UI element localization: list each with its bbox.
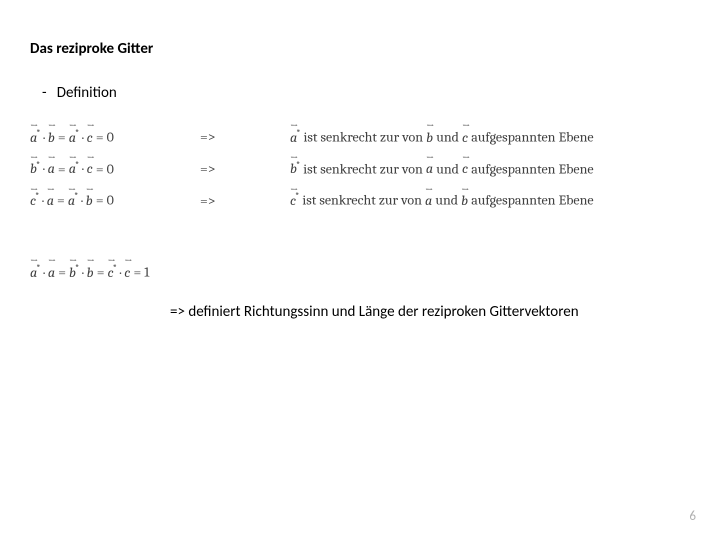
equation-row: a*·b = a*·c = 0 => a* ist senkrecht zur … bbox=[30, 128, 690, 146]
equation-lhs: a*·b = a*·c = 0 bbox=[30, 128, 200, 146]
equation-lhs: b*·a = a*·c = 0 bbox=[30, 160, 200, 178]
summary-line: => definiert Richtungssinn und Länge der… bbox=[170, 303, 690, 321]
equation-lhs: c*·a = a*·b = 0 bbox=[30, 191, 200, 209]
slide-title: Das reziproke Gitter bbox=[30, 40, 690, 58]
equation-explanation: a* ist senkrecht zur von b und c aufgesp… bbox=[290, 128, 690, 146]
implies-arrow: => bbox=[200, 192, 290, 209]
page-number: 6 bbox=[689, 509, 696, 524]
bullet-dash: - bbox=[42, 84, 47, 102]
equation-explanation: b* ist senkrecht zur von a und c aufgesp… bbox=[290, 160, 690, 178]
normalization-equation: a*·a = b*·b = c*·c = 1 bbox=[30, 263, 690, 281]
orthogonality-equations: a*·b = a*·c = 0 => a* ist senkrecht zur … bbox=[30, 128, 690, 209]
definition-bullet: - Definition bbox=[42, 84, 690, 102]
implies-arrow: => bbox=[200, 160, 290, 177]
implies-arrow: => bbox=[200, 128, 290, 145]
equation-explanation: c* ist senkrecht zur von a und b aufgesp… bbox=[290, 191, 690, 209]
bullet-text: Definition bbox=[57, 84, 117, 102]
equation-row: b*·a = a*·c = 0 => b* ist senkrecht zur … bbox=[30, 160, 690, 178]
equation-row: c*·a = a*·b = 0 => c* ist senkrecht zur … bbox=[30, 191, 690, 209]
